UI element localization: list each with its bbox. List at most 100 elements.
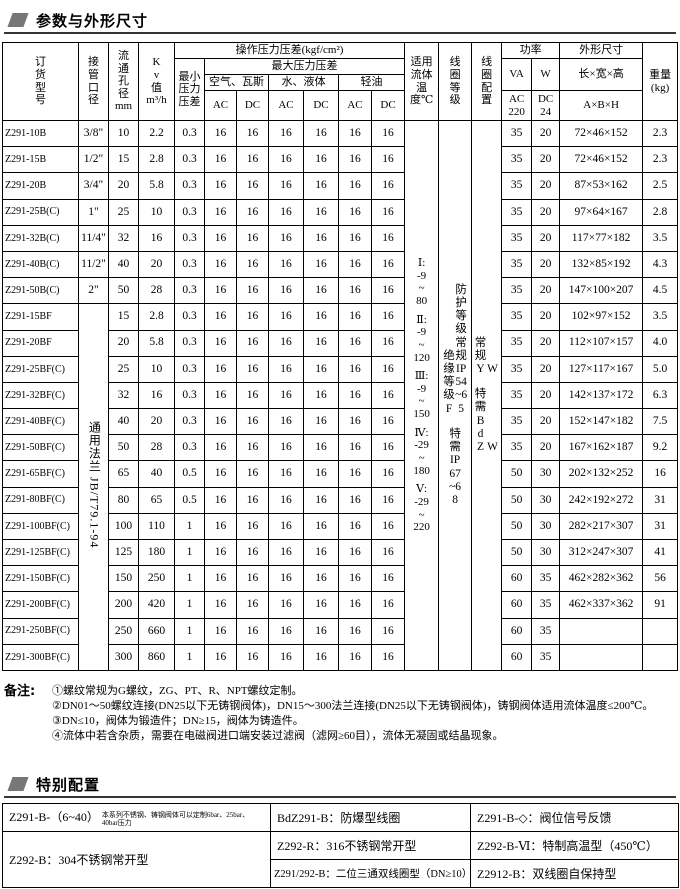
pressure-cell: 16	[303, 146, 339, 174]
pressure-cell: 16	[268, 643, 304, 671]
pressure-cell: 16	[303, 277, 339, 305]
coil-config-cell: 常规Y W特需BdZ W	[471, 120, 503, 671]
spec-table: 订货型号 接管口径 流通孔径 mm Kv值 m³/h 操作压力压差(kgf/cm²)…	[2, 42, 679, 671]
pressure-cell: 16	[370, 512, 406, 541]
header-text: 接管口径	[87, 56, 99, 107]
pressure-cell: 16	[370, 381, 406, 410]
dims-cell: 152×147×182	[559, 408, 644, 436]
dims-cell: 462×337×362	[559, 591, 644, 619]
w-cell: 20	[531, 224, 561, 252]
config-table: Z291-B-（6~40） 本系列不锈钢、铸钢阀体可以定制6bar、25bar、…	[2, 803, 679, 888]
pressure-cell: 16	[204, 119, 237, 148]
pressure-cell: 16	[338, 198, 372, 226]
pressure-cell: 16	[338, 277, 372, 305]
pressure-cell: 16	[204, 591, 237, 619]
bore-cell: 125	[108, 538, 139, 567]
coil-class-text: 特需IP67~68	[449, 427, 462, 506]
pressure-cell: 16	[268, 303, 304, 331]
pressure-cell: 16	[370, 198, 406, 226]
model-cell: Z291-65BF(C)	[2, 460, 79, 488]
header-cell: AC	[204, 90, 237, 121]
pressure-cell: 16	[204, 277, 237, 305]
flange-text: 通用法兰 JB/T79.1-94	[87, 421, 102, 549]
min-dp-cell: 0.5	[174, 460, 205, 488]
table-row: Z291-40B(C) 11/2" 40 20 0.3 16 16 16 16 16 16 35 20 1…	[2, 250, 679, 279]
bore-cell: 10	[108, 119, 139, 148]
header-cell: DC	[303, 90, 339, 121]
pressure-cell: 16	[303, 434, 339, 462]
pressure-cell: 16	[204, 198, 237, 226]
pressure-cell: 16	[370, 329, 406, 357]
pressure-cell: 16	[338, 617, 372, 645]
bore-cell: 15	[108, 303, 139, 331]
header-cell: 线圈配置	[471, 42, 503, 121]
pressure-cell: 16	[303, 617, 339, 645]
bore-cell: 15	[108, 146, 139, 174]
model-cell: Z291-50B(C)	[2, 277, 79, 305]
table-row: Z291-25BF(C) 25 10 0.3 16 16 16 16 16 16 35 20 127×1…	[2, 355, 679, 383]
pressure-cell: 16	[204, 643, 237, 671]
table-row: Z291-20B 3/4" 20 5.8 0.3 16 16 16 16 16 16 35 20 87×5…	[2, 172, 679, 200]
model-cell: Z291-15B	[2, 146, 79, 174]
header-cell: 重量(kg)	[642, 42, 679, 121]
temperature-text: 80	[416, 294, 428, 307]
pressure-cell: 16	[268, 277, 304, 305]
pressure-cell: 16	[370, 355, 406, 383]
note-item: ③DN≤10，阀体为锻造件；DN≥15，阀体为铸造件。	[52, 715, 304, 727]
temperature-text: 220	[413, 521, 430, 534]
dims-cell: 72×46×152	[559, 119, 644, 148]
config-cell: Z292-R：316不锈钢常开型	[270, 831, 471, 860]
header-cell: 外形尺寸	[559, 42, 644, 59]
kv-cell: 65	[138, 486, 175, 514]
table-row: Z291-100BF(C) 100 110 1 16 16 16 16 16 16 50 30 282×…	[2, 512, 679, 541]
header-cell: 流通孔径 mm	[108, 42, 139, 121]
bore-cell: 250	[108, 617, 139, 645]
pressure-cell: 16	[303, 329, 339, 357]
pressure-cell: 16	[370, 591, 406, 619]
pressure-cell: 16	[338, 250, 372, 279]
model-cell: Z291-10B	[2, 119, 79, 148]
temperature-text: ~	[418, 395, 425, 408]
bore-cell: 40	[108, 250, 139, 279]
va-cell: 35	[501, 224, 533, 252]
table-row: Z291-250BF(C) 250 660 1 16 16 16 16 16 16 60 35	[2, 617, 679, 645]
w-cell: 20	[531, 250, 561, 279]
bore-cell: 65	[108, 460, 139, 488]
section-header: 参数与外形尺寸	[4, 8, 676, 34]
pressure-cell: 16	[370, 434, 406, 462]
coil-config-text: 常规Y	[474, 336, 487, 376]
table-row: Z291-32B(C) 11/4" 32 16 0.3 16 16 16 16 16 16 35 20 1…	[2, 224, 679, 252]
header-cell: 订货型号	[2, 42, 79, 121]
pressure-cell: 16	[338, 591, 372, 619]
weight-cell: 5.0	[642, 355, 679, 383]
w-cell: 20	[531, 408, 561, 436]
pressure-cell: 16	[236, 643, 269, 671]
coil-class-cell: 绝缘等级F防护等级常规IP54~65 特需IP67~68	[438, 120, 473, 671]
kv-cell: 180	[138, 538, 175, 567]
weight-cell: 31	[642, 512, 679, 541]
model-cell: Z291-15BF	[2, 303, 79, 331]
pressure-cell: 16	[236, 355, 269, 383]
bore-cell: 25	[108, 355, 139, 383]
va-cell: 35	[501, 381, 533, 410]
pressure-cell: 16	[338, 643, 372, 671]
dims-cell: 202×132×252	[559, 460, 644, 488]
pressure-cell: 16	[338, 434, 372, 462]
header-cell: AC 220	[501, 90, 533, 121]
table-row: Z291-10B 3/8" 10 2.2 0.3 16 16 16 16 16 16 Ⅰ: -9 ~80 Ⅱ…	[2, 119, 679, 671]
port-cell: 11/2"	[78, 250, 109, 279]
header-text: 流通孔径	[117, 49, 129, 100]
pressure-cell: 16	[370, 565, 406, 593]
bore-cell: 300	[108, 643, 139, 671]
dims-cell: 87×53×162	[559, 172, 644, 200]
kv-cell: 40	[138, 460, 175, 488]
min-dp-cell: 1	[174, 591, 205, 619]
pressure-cell: 16	[338, 303, 372, 331]
pressure-cell: 16	[204, 617, 237, 645]
kv-cell: 420	[138, 591, 175, 619]
min-dp-cell: 0.3	[174, 250, 205, 279]
temperature-text: Ⅱ:	[416, 313, 427, 326]
w-cell: 20	[531, 329, 561, 357]
w-cell: 20	[531, 198, 561, 226]
